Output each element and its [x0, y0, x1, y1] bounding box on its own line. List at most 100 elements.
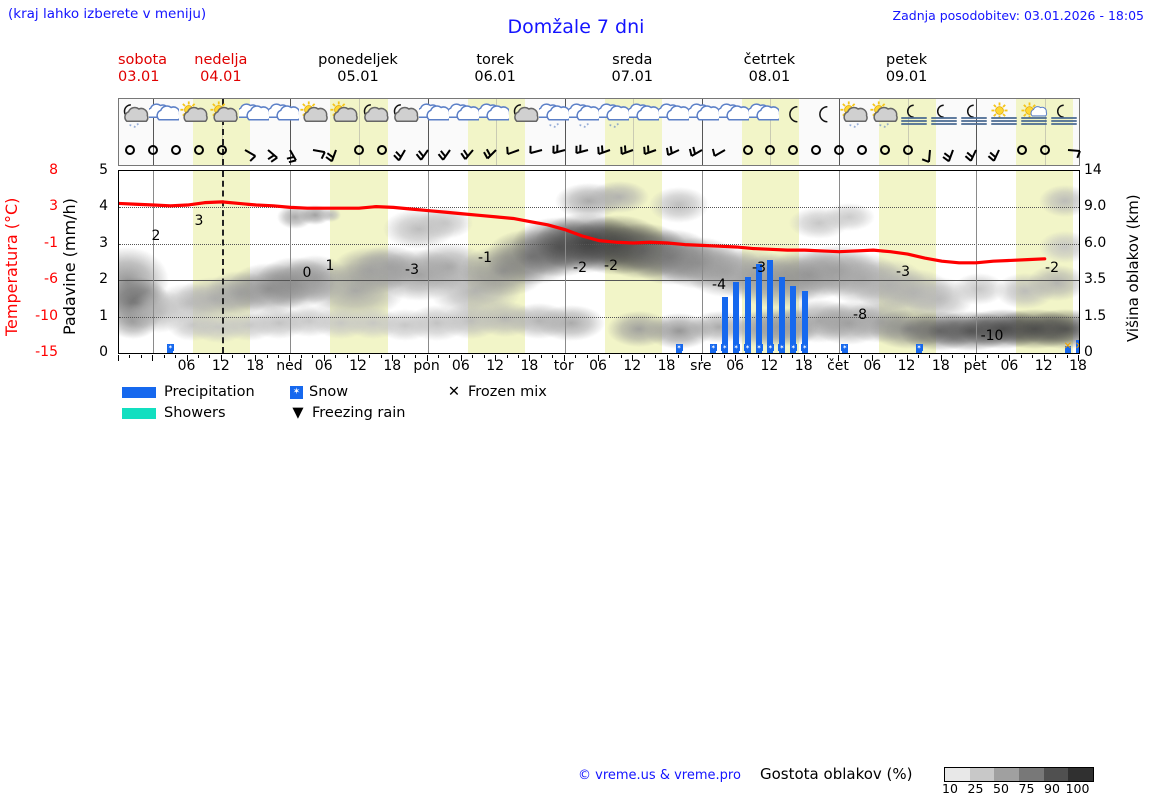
precipitation-bar: [167, 350, 174, 353]
freezing-rain-icon: ▼: [292, 405, 304, 421]
x-axis-tick: [369, 355, 371, 358]
x-axis-tick: [1043, 355, 1045, 361]
fog-moon-icon: [1049, 101, 1079, 135]
x-axis-tick: [289, 355, 291, 361]
x-axis-label: ned: [276, 358, 303, 374]
moon-cloud-icon: [359, 101, 389, 135]
wind-barb: [527, 137, 557, 163]
svg-text:*: *: [586, 123, 589, 129]
cloud-density-tick: 90: [1044, 781, 1060, 796]
wind-barb: [687, 137, 717, 163]
horizontal-gridline: [119, 280, 1079, 282]
svg-text:*: *: [856, 123, 859, 129]
temperature-annotation: -4: [712, 277, 726, 293]
x-axis-tick: [975, 355, 977, 361]
cloud-density-tick: 75: [1018, 781, 1035, 796]
precipitation-tick-label: 3: [99, 234, 108, 251]
moon-cloud-icon: [509, 101, 539, 135]
x-axis: 06 12 18 ned 06 12 18 pon 06 12 18 tor 06 12 18 sre 06 12…: [118, 355, 1087, 377]
x-axis-tick: [175, 355, 177, 358]
cloud-icon: [236, 101, 271, 135]
wind-barb: [870, 137, 900, 163]
day-separator: [976, 99, 978, 165]
day-separator: [290, 171, 292, 353]
fog-moon-icon: [959, 101, 989, 135]
wind-barb: [710, 137, 740, 163]
x-axis-label: 12: [349, 358, 367, 374]
last-updated: Zadnja posodobitev: 03.01.2026 - 18:05: [892, 8, 1144, 23]
svg-text:*: *: [613, 125, 616, 131]
sun-cloud-icon: [329, 101, 359, 135]
wind-barb: [344, 137, 374, 163]
snow-marker: ✶: [778, 344, 786, 351]
day-header-torek: torek 06.01: [427, 52, 564, 85]
svg-text:*: *: [853, 125, 856, 131]
snow-marker: ✶: [721, 344, 729, 351]
x-axis-label: 06: [314, 358, 333, 374]
current-time-marker: [221, 99, 224, 165]
frozen-mix-marker: ✕: [1063, 341, 1072, 352]
fog-moon-icon: [929, 101, 959, 135]
cloud-density-raster: [119, 171, 1079, 353]
x-axis-tick: [758, 355, 759, 358]
day-date: 06.01: [474, 68, 516, 85]
precipitation-tick-label: 0: [99, 344, 108, 360]
day-separator: [701, 99, 703, 165]
x-axis-label: čet: [827, 358, 849, 374]
day-header-nedelja: nedelja 04.01: [152, 52, 289, 85]
wind-barb: [595, 137, 625, 163]
snow-marker: ✶: [166, 344, 174, 351]
cloud-snow-icon: * * *: [566, 101, 601, 135]
x-axis-tick: [209, 355, 211, 358]
x-axis-label: 12: [211, 358, 230, 374]
wind-barb: [390, 137, 420, 163]
cloud-density-tick: 25: [967, 781, 984, 796]
cloudheight-tick-label: 0: [1084, 344, 1093, 360]
wind-barb: [253, 137, 283, 163]
precipitation-bar: [790, 285, 797, 353]
temperature-annotation: 0: [302, 265, 312, 281]
wind-barb: [641, 137, 671, 163]
x-axis-tick: [415, 355, 417, 358]
x-axis-tick: [460, 355, 462, 361]
x-axis-tick: [746, 355, 748, 358]
x-axis-label: 06: [863, 358, 882, 374]
x-axis-label: 12: [486, 358, 505, 374]
x-axis-tick: [243, 355, 245, 358]
x-axis-tick: [300, 355, 302, 358]
precipitation-bar: [756, 263, 762, 353]
wind-barb: [413, 137, 443, 163]
wind-barb: [733, 137, 763, 163]
precipitation-bar: [721, 296, 728, 353]
copyright-link[interactable]: © vreme.us & vreme.pro: [578, 768, 741, 783]
cloudheight-tick-label: 9.0: [1084, 198, 1107, 215]
cloud-icon: [716, 101, 751, 135]
plot-inner: ✶✶✶✶✶✶✶✶✶✶✶✶✶✕✕▼▼▼▼▼▼✕✕2301-3-1-2-2-4-3-…: [119, 171, 1079, 353]
cloud-density-title: Gostota oblakov (%): [760, 765, 913, 783]
wind-barb: [664, 137, 694, 163]
showers-swatch: [122, 407, 156, 419]
x-axis-tick: [803, 355, 805, 361]
svg-text:*: *: [133, 125, 136, 131]
x-axis-label: 12: [760, 358, 779, 374]
wind-barb: [298, 137, 328, 163]
x-axis-label: 06: [177, 358, 196, 374]
wind-barb: [801, 137, 831, 163]
wind-barb: [481, 137, 511, 163]
hour-separator: [633, 99, 635, 165]
cloud-icon: [626, 101, 661, 135]
moon-icon: [779, 101, 809, 135]
x-axis-label: pet: [963, 358, 987, 374]
precipitation-bar: [916, 349, 922, 353]
wind-barb: [847, 137, 877, 163]
horizontal-gridline: [119, 207, 1079, 209]
temperature-curve: [119, 200, 1047, 265]
wind-barb: [115, 137, 145, 163]
wind-barb: [915, 137, 945, 163]
day-header-četrtek: četrtek 08.01: [701, 52, 838, 85]
wind-barb: [184, 137, 214, 163]
legend-freezing-rain: ▼ Freezing rain: [290, 405, 405, 421]
legend: Precipitation Showers ✶ Snow ▼ Freezing ra…: [0, 382, 1152, 796]
cloud-density-tick: 50: [993, 781, 1009, 796]
svg-text:*: *: [553, 125, 556, 131]
